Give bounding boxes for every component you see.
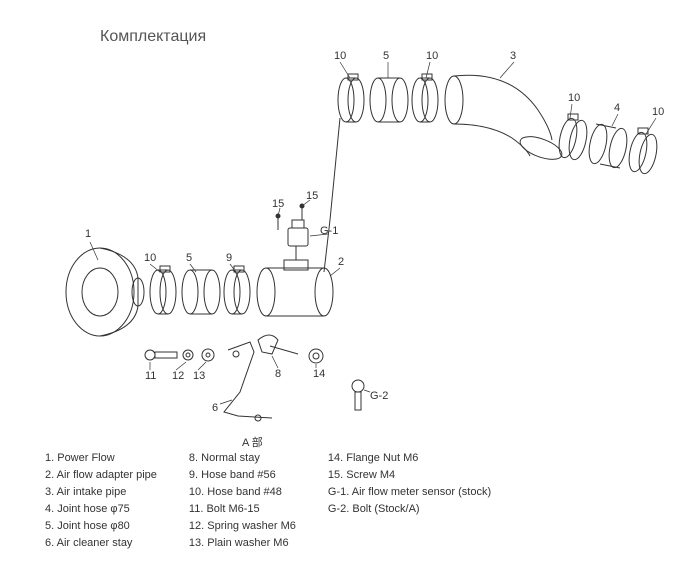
part-hoseband-10d bbox=[556, 114, 590, 161]
callout-c9: 9 bbox=[226, 252, 232, 264]
part-flange-nut-14 bbox=[309, 349, 323, 363]
legend-col-1: 8. Normal stay9. Hose band #5610. Hose b… bbox=[189, 450, 296, 552]
callout-c10a: 10 bbox=[144, 252, 156, 264]
callout-c15b: 15 bbox=[306, 190, 318, 202]
part-hoseband-10a bbox=[150, 266, 176, 314]
callout-c5a: 5 bbox=[186, 252, 192, 264]
exploded-diagram: 110591515G-121112138146G-2A 部10510310410 bbox=[40, 20, 680, 430]
legend-item: 2. Air flow adapter pipe bbox=[45, 467, 157, 484]
legend-item: 8. Normal stay bbox=[189, 450, 296, 467]
callout-c6: 6 bbox=[212, 402, 218, 414]
legend-item: 12. Spring washer M6 bbox=[189, 518, 296, 535]
part-joint-hose-5b bbox=[370, 78, 408, 122]
callout-c10b: 10 bbox=[334, 50, 346, 62]
callout-c15a: 15 bbox=[272, 198, 284, 210]
callout-c8: 8 bbox=[275, 368, 281, 380]
callout-c12: 12 bbox=[172, 370, 184, 382]
callout-c13: 13 bbox=[193, 370, 205, 382]
legend-item: 14. Flange Nut M6 bbox=[328, 450, 491, 467]
legend-item: 11. Bolt M6-15 bbox=[189, 501, 296, 518]
callout-c10c: 10 bbox=[426, 50, 438, 62]
legend-item: 3. Air intake pipe bbox=[45, 484, 157, 501]
parts-legend: 1. Power Flow2. Air flow adapter pipe3. … bbox=[45, 450, 491, 552]
callout-c14: 14 bbox=[313, 368, 325, 380]
diagram-svg bbox=[40, 20, 680, 430]
legend-item: 13. Plain washer M6 bbox=[189, 535, 296, 552]
legend-item: G-2. Bolt (Stock/A) bbox=[328, 501, 491, 518]
callout-c10d: 10 bbox=[568, 92, 580, 104]
callout-cA: A 部 bbox=[242, 434, 263, 450]
part-intake-pipe bbox=[445, 75, 565, 164]
callout-c3: 3 bbox=[510, 50, 516, 62]
legend-item: 5. Joint hose φ80 bbox=[45, 518, 157, 535]
part-bolt-g2 bbox=[352, 380, 364, 410]
part-plain-washer-13 bbox=[202, 349, 214, 361]
part-bracket-6 bbox=[224, 342, 272, 421]
part-bolt-11 bbox=[145, 350, 177, 360]
legend-col-2: 14. Flange Nut M615. Screw M4G-1. Air fl… bbox=[328, 450, 491, 552]
part-power-flow bbox=[66, 248, 144, 336]
callout-c1: 1 bbox=[85, 228, 91, 240]
legend-item: 15. Screw M4 bbox=[328, 467, 491, 484]
callout-cG1: G-1 bbox=[320, 225, 338, 237]
legend-col-0: 1. Power Flow2. Air flow adapter pipe3. … bbox=[45, 450, 157, 552]
part-joint-hose-4 bbox=[586, 123, 630, 169]
legend-item: 10. Hose band #48 bbox=[189, 484, 296, 501]
callout-c4: 4 bbox=[614, 102, 620, 114]
legend-item: G-1. Air flow meter sensor (stock) bbox=[328, 484, 491, 501]
callout-c11: 11 bbox=[145, 370, 156, 382]
legend-item: 4. Joint hose φ75 bbox=[45, 501, 157, 518]
part-hoseband-10c bbox=[412, 74, 438, 122]
callout-c2: 2 bbox=[338, 256, 344, 268]
legend-item: 9. Hose band #56 bbox=[189, 467, 296, 484]
part-normal-stay-8 bbox=[258, 335, 298, 354]
callout-c10e: 10 bbox=[652, 106, 664, 118]
part-hoseband-9 bbox=[224, 266, 250, 314]
part-sensor-g1 bbox=[288, 220, 308, 260]
callout-c5b: 5 bbox=[383, 50, 389, 62]
part-adapter-pipe bbox=[257, 260, 333, 316]
callout-cG2: G-2 bbox=[370, 390, 388, 402]
part-spring-washer-12 bbox=[183, 350, 193, 360]
legend-item: 1. Power Flow bbox=[45, 450, 157, 467]
legend-item: 6. Air cleaner stay bbox=[45, 535, 157, 552]
part-hoseband-10e bbox=[626, 128, 660, 175]
part-hoseband-10b bbox=[338, 74, 364, 122]
part-joint-hose-5a bbox=[182, 270, 220, 314]
